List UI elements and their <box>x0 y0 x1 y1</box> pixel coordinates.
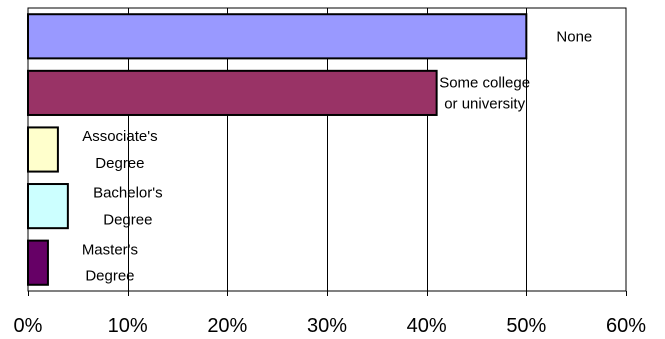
bar-label: Some college or university <box>439 74 530 112</box>
bar <box>27 183 69 230</box>
bar-label-line: None <box>556 28 592 45</box>
bar-label-line: Degree <box>103 212 152 229</box>
tick-label: 30% <box>307 315 347 337</box>
tick-label: 20% <box>207 315 247 337</box>
bar-label: Master's Degree <box>82 242 138 285</box>
bar-label-line: or university <box>444 95 525 112</box>
bar-label-line: Bachelor's <box>93 185 163 202</box>
tick-label: 0% <box>14 315 43 337</box>
tick-label: 60% <box>606 315 646 337</box>
bar-label: Associate's Degree <box>82 128 157 172</box>
bars <box>27 13 528 286</box>
x-axis-ticks: 0% 10% 20% 30% 40% 50% 60% <box>14 291 646 337</box>
bar <box>27 13 528 60</box>
bar-labels: None Some college or university Associate's… <box>82 28 592 284</box>
bar <box>27 126 59 173</box>
tick-label: 10% <box>108 315 148 337</box>
bar-label-line: Degree <box>85 268 134 285</box>
tick-label: 50% <box>506 315 546 337</box>
bar-label: None <box>556 28 592 45</box>
bar-label-line: Master's <box>82 242 138 259</box>
tick-label: 40% <box>407 315 447 337</box>
bar <box>27 69 438 116</box>
bar <box>27 239 49 286</box>
bar-label: Bachelor's Degree <box>93 185 163 229</box>
bar-label-line: Some college <box>439 74 530 91</box>
bar-label-line: Associate's <box>82 128 157 145</box>
bar-label-line: Degree <box>95 155 144 172</box>
